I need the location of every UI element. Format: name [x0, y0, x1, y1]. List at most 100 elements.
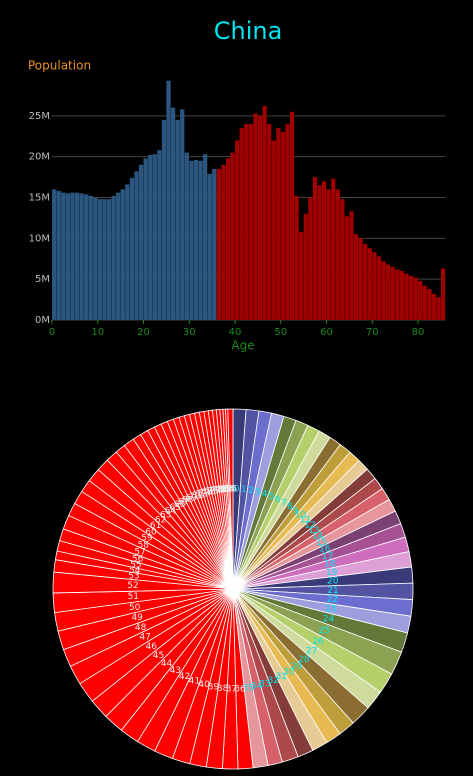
slice-label: 71: [192, 491, 203, 501]
bar: [340, 199, 345, 320]
slice-label: 83: [222, 485, 233, 495]
bar: [335, 189, 340, 320]
bar: [408, 275, 414, 320]
bar: [440, 268, 446, 320]
bar: [193, 159, 199, 320]
bar: [198, 160, 203, 320]
bar: [134, 171, 139, 320]
slice-label: 84: [224, 485, 236, 495]
slice-label: 77: [210, 486, 221, 496]
slice-label: 8: [287, 502, 293, 512]
bar: [363, 244, 368, 320]
slice-label: 12: [304, 520, 315, 530]
x-tick-label: 10: [91, 327, 104, 338]
slice-label: 1: [241, 485, 247, 495]
x-tick-label: 80: [412, 327, 425, 338]
slice-label: 69: [185, 494, 197, 504]
bar: [367, 248, 372, 320]
bar: [276, 128, 281, 320]
slice-label: 35: [243, 683, 254, 693]
bar: [289, 111, 295, 320]
bar: [349, 211, 354, 320]
bar: [65, 193, 71, 320]
bar: [125, 184, 130, 320]
bar: [235, 140, 240, 320]
bar: [184, 152, 189, 320]
slice-label: 46: [145, 642, 157, 652]
slice-label: 64: [165, 507, 177, 517]
bar: [202, 154, 208, 320]
slice-label: 20: [327, 577, 339, 587]
bar: [262, 106, 267, 321]
slice-label: 24: [323, 614, 335, 624]
slice-label: 63: [160, 511, 171, 521]
bar: [221, 164, 226, 320]
slice-label: 18: [324, 560, 336, 570]
slice-label: 58: [138, 540, 150, 550]
slice-label: 32: [268, 676, 279, 686]
pie-slice: [227, 408, 234, 590]
x-tick-label: 40: [229, 327, 242, 338]
slice-label: 28: [298, 655, 310, 665]
slice-label: 53: [128, 572, 139, 582]
bar: [84, 194, 89, 320]
slice-label: 13: [308, 526, 319, 536]
x-axis-label: Age: [231, 339, 254, 353]
y-axis-label: Population: [28, 59, 91, 73]
slice-label: 4: [262, 490, 268, 500]
slice-label: 23: [325, 604, 336, 614]
bar: [308, 197, 313, 320]
bar: [111, 195, 116, 320]
bar: [317, 185, 322, 320]
bar: [280, 132, 286, 320]
bar: [326, 189, 331, 320]
slice-label: 5: [268, 492, 274, 502]
slice-label: 6: [275, 495, 281, 505]
slice-label: 52: [127, 581, 138, 591]
bar: [386, 264, 391, 320]
slice-label: 51: [128, 592, 139, 602]
bar: [166, 80, 171, 320]
slice-label: 16: [319, 545, 331, 555]
slice-label: 29: [290, 662, 302, 672]
bar: [395, 269, 400, 320]
slice-label: 17: [322, 552, 333, 562]
bar: [93, 197, 98, 320]
slice-label: 11: [300, 515, 311, 525]
y-tick-label: 5M: [35, 274, 50, 285]
bar: [230, 152, 235, 320]
bar: [102, 199, 107, 320]
bar: [344, 216, 350, 320]
slice-label: 48: [135, 623, 147, 633]
slice-label: 67: [178, 498, 189, 508]
bar: [152, 154, 157, 320]
bar: [381, 261, 386, 320]
bar: [427, 288, 432, 320]
slice-label: 19: [326, 568, 338, 578]
slice-label: 72: [196, 490, 207, 500]
slice-label: 38: [217, 684, 229, 694]
slice-label: 37: [226, 684, 237, 694]
slice-label: 55: [130, 560, 141, 570]
bar: [331, 178, 336, 320]
bar: [257, 115, 263, 320]
bar: [244, 124, 249, 320]
bar: [207, 173, 212, 320]
bar: [61, 192, 66, 320]
bar: [285, 124, 290, 320]
slice-label: 0: [234, 485, 240, 495]
slice-label: 78: [212, 486, 224, 496]
x-tick-label: 20: [137, 327, 150, 338]
slice-label: 31: [276, 672, 287, 682]
bar: [267, 124, 272, 320]
bar: [431, 293, 437, 320]
slice-label: 56: [132, 554, 144, 564]
slice-label: 47: [139, 632, 150, 642]
slice-label: 36: [234, 684, 246, 694]
bar: [106, 199, 112, 320]
y-tick-label: 0M: [35, 315, 50, 326]
slice-label: 43: [170, 666, 181, 676]
slice-label: 68: [182, 495, 194, 505]
x-tick-label: 50: [274, 327, 287, 338]
